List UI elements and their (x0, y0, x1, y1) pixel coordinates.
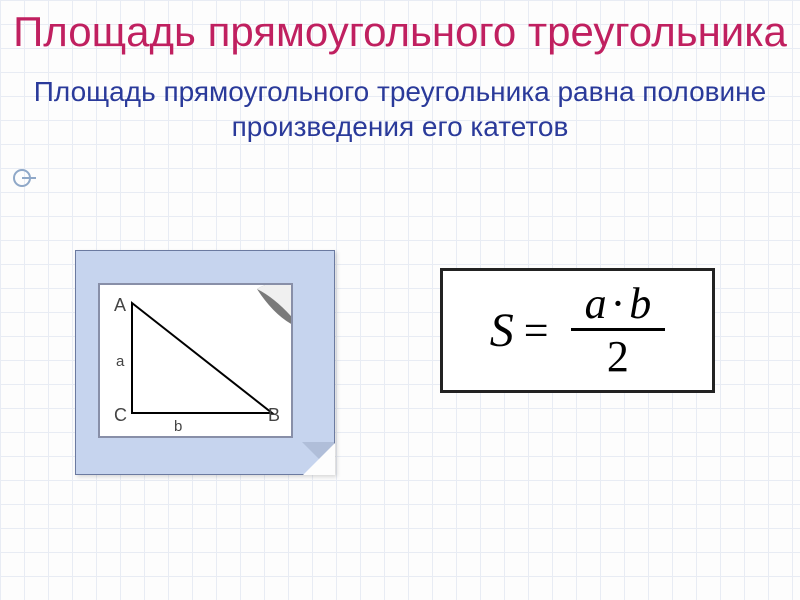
formula-denominator: 2 (607, 331, 629, 379)
vertex-c-label: C (114, 405, 127, 426)
formula-a: a (585, 279, 607, 328)
formula-box: S = a·b 2 (440, 268, 715, 393)
vertex-b-label: B (268, 405, 280, 426)
diagram-inner: A C B a b (98, 283, 293, 438)
formula-fraction: a·b 2 (571, 282, 666, 379)
page-curl-icon (217, 283, 293, 359)
slide-subtitle: Площадь прямоугольного треугольника равн… (0, 74, 800, 144)
formula-numerator: a·b (571, 282, 666, 331)
formula-eq: = (524, 305, 549, 356)
side-a-label: a (116, 353, 124, 370)
formula-b: b (629, 279, 651, 328)
slide-title: Площадь прямоугольного треугольника (0, 0, 800, 56)
side-b-label: b (174, 418, 182, 435)
formula-s: S (490, 303, 514, 358)
panel-fold-icon (303, 443, 335, 475)
bullet-icon (8, 164, 36, 197)
formula-dot: · (607, 279, 630, 328)
diagram-panel: A C B a b (75, 250, 335, 475)
vertex-a-label: A (114, 295, 126, 316)
